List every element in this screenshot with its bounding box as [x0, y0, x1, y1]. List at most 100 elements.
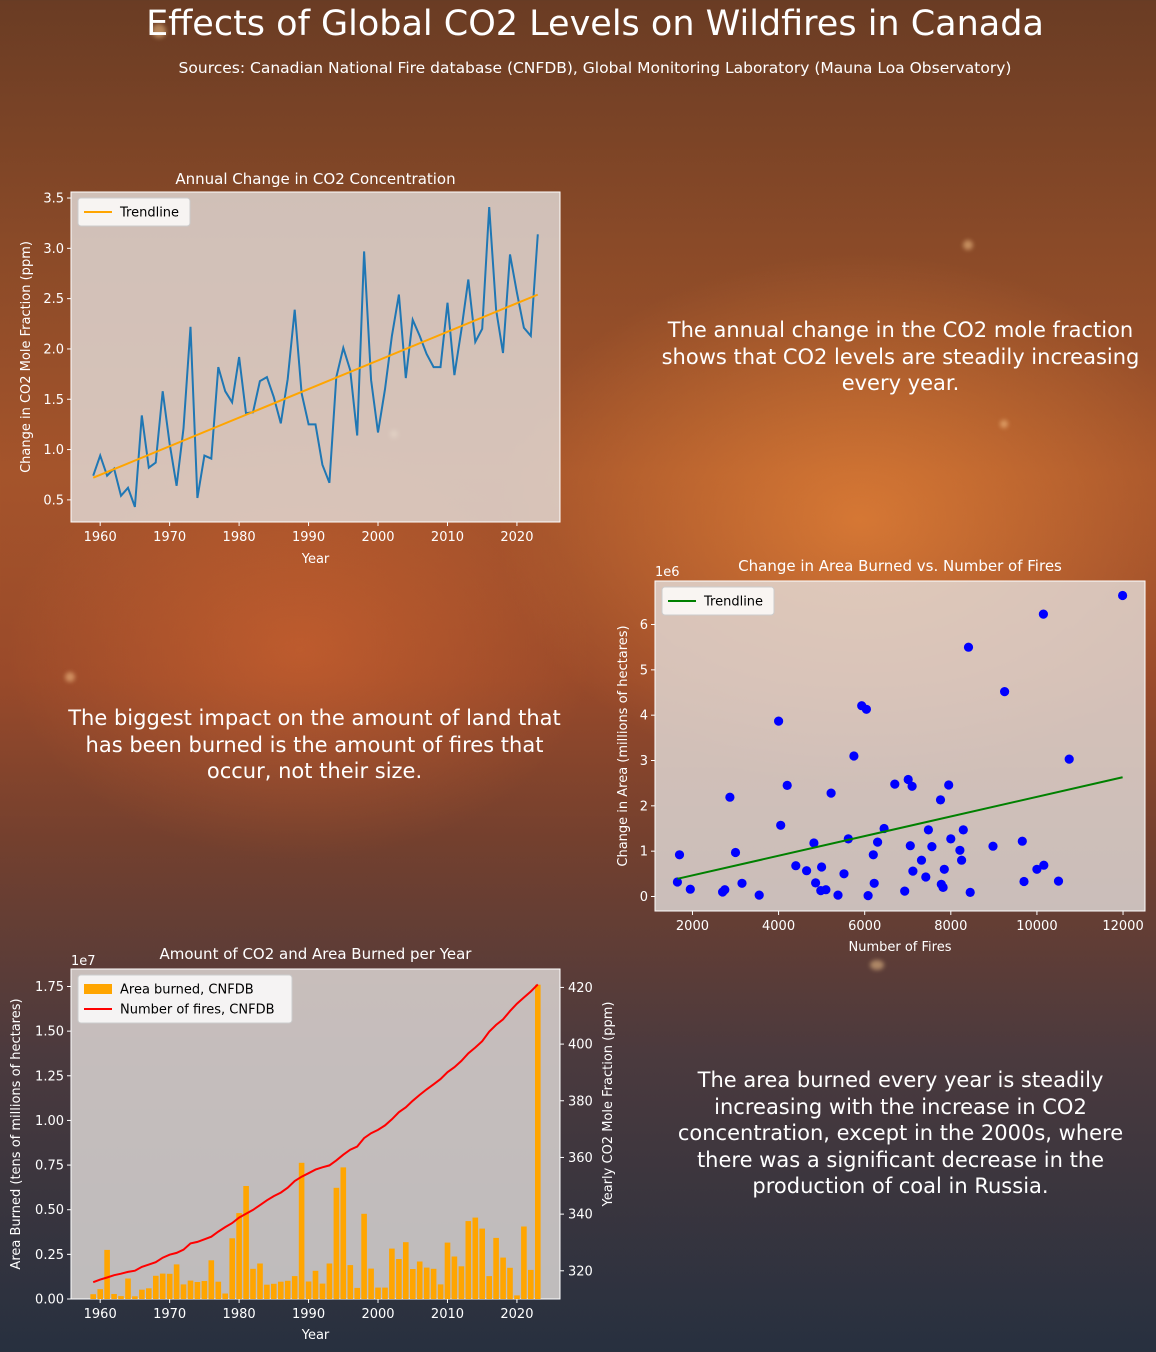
x-tick-label: 1960 [84, 1307, 117, 1322]
scatter-point [827, 789, 836, 798]
scatter-point [946, 834, 955, 843]
scatter-point [917, 856, 926, 865]
scatter-point [870, 879, 879, 888]
area-burned-bar [507, 1268, 513, 1299]
y2-tick-label: 320 [568, 1264, 593, 1279]
area-burned-bar [216, 1282, 222, 1299]
area-burned-bar [111, 1294, 117, 1299]
y-tick-label: 1.5 [43, 393, 64, 408]
x-tick-label: 1980 [223, 530, 256, 545]
x-tick-label: 1970 [153, 530, 186, 545]
scatter-point [864, 891, 873, 900]
y-tick-label: 2.5 [43, 292, 64, 307]
scatter-point [890, 780, 899, 789]
area-burned-bar [479, 1229, 485, 1299]
legend-swatch [84, 984, 112, 994]
area-burned-bar [90, 1294, 96, 1299]
co2-area-y-label: Area Burned (tens of millions of hectare… [9, 998, 24, 1269]
area-burned-bar [445, 1243, 451, 1299]
scatter-point [959, 825, 968, 834]
area-burned-bar [313, 1271, 319, 1299]
area-burned-bar [264, 1285, 270, 1299]
scatter-point [957, 856, 966, 865]
y-tick-label: 3 [640, 754, 648, 769]
area-burned-bar [334, 1188, 340, 1299]
y-tick-label: 6 [640, 618, 648, 633]
area-burned-bar [473, 1218, 479, 1299]
x-tick-label: 8000 [934, 919, 967, 934]
scatter-chart-title: Change in Area Burned vs. Number of Fire… [738, 557, 1062, 575]
scatter-point [900, 887, 909, 896]
scatter-point [869, 850, 878, 859]
scatter-point [921, 872, 930, 881]
area-burned-bar [535, 985, 541, 1299]
area-burned-bar [146, 1288, 152, 1299]
scatter-point [1039, 610, 1048, 619]
x-tick-label: 2020 [500, 1307, 533, 1322]
scatter-point [1018, 837, 1027, 846]
area-burned-bar [250, 1269, 256, 1299]
y-tick-label: 5 [640, 663, 648, 678]
scatter-point [737, 879, 746, 888]
x-tick-label: 4000 [762, 919, 795, 934]
co2-area-chart-title: Amount of CO2 and Area Burned per Year [160, 945, 473, 963]
y-tick-label: 1.00 [35, 1114, 64, 1129]
scatter-point [1054, 877, 1063, 886]
area-burned-bar [292, 1276, 298, 1299]
area-burned-bar [278, 1282, 284, 1299]
co2-change-x-label: Year [301, 552, 330, 567]
y-tick-label: 1.25 [35, 1069, 64, 1084]
scatter-point [1118, 591, 1127, 600]
y2-tick-label: 420 [568, 981, 593, 996]
area-burned-bar [361, 1214, 367, 1299]
x-tick-label: 2000 [361, 1307, 394, 1322]
area-burned-bar [271, 1284, 277, 1299]
area-burned-bar [299, 1163, 305, 1299]
y2-tick-label: 360 [568, 1151, 593, 1166]
scatter-point [862, 705, 871, 714]
y-tick-label: 1.0 [43, 443, 64, 458]
area-burned-bar [500, 1258, 506, 1299]
y-tick-label: 1 [640, 845, 648, 860]
y-tick-label: 2.0 [43, 342, 64, 357]
area-burned-bar [417, 1262, 423, 1300]
scatter-point [966, 888, 975, 897]
y-tick-label: 0.50 [35, 1203, 64, 1218]
area-burned-bar [493, 1238, 499, 1299]
area-burned-bar [424, 1268, 430, 1299]
scatter-point [783, 781, 792, 790]
area-burned-bar [167, 1274, 173, 1299]
scatter-point [1019, 877, 1028, 886]
y-tick-label: 2 [640, 799, 648, 814]
x-tick-label: 2000 [361, 530, 394, 545]
x-tick-label: 12000 [1102, 919, 1143, 934]
area-burned-bar [521, 1227, 527, 1300]
area-burned-bar [160, 1274, 166, 1299]
area-burned-bar [195, 1282, 201, 1299]
x-tick-label: 2020 [500, 530, 533, 545]
area-burned-bar [486, 1276, 492, 1299]
area-burned-bar [466, 1221, 472, 1299]
co2-area-x-label: Year [301, 1328, 330, 1343]
area-burned-bar [327, 1264, 333, 1300]
area-burned-bar [202, 1281, 208, 1299]
y-tick-label: 0.00 [35, 1293, 64, 1308]
area-burned-bar [459, 1266, 465, 1299]
area-burned-bar [174, 1264, 180, 1299]
x-tick-label: 2010 [431, 530, 464, 545]
y-tick-label: 1.75 [35, 980, 64, 995]
area-burned-bar [209, 1260, 215, 1299]
area-burned-bar [104, 1250, 110, 1299]
area-burned-bar [375, 1288, 381, 1299]
scatter-point [1000, 687, 1009, 696]
y-tick-label: 3.5 [43, 192, 64, 207]
scatter-point [802, 866, 811, 875]
area-burned-bar [382, 1288, 388, 1299]
x-tick-label: 6000 [848, 919, 881, 934]
legend-label: Trendline [119, 206, 179, 221]
area-burned-bar [341, 1167, 347, 1299]
co2-change-y-label: Change in CO2 Mole Fraction (ppm) [19, 241, 34, 473]
scatter-point [908, 782, 917, 791]
scatter-point [908, 867, 917, 876]
